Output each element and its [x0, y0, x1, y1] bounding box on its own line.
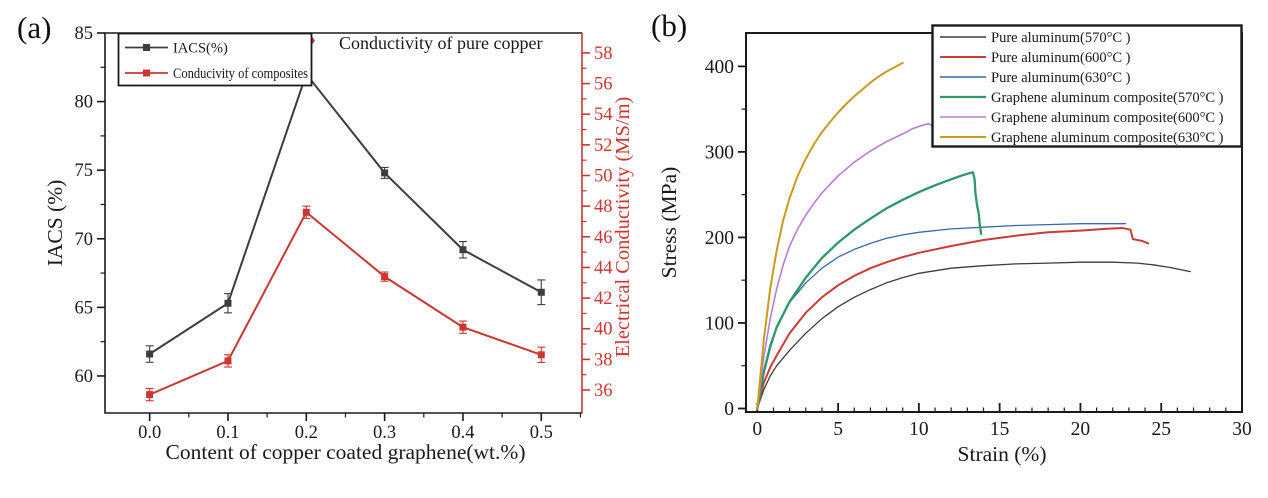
- y-right-axis-title: Electrical Conductivity (MS/m): [612, 97, 634, 358]
- data-point-marker: [537, 351, 545, 359]
- y-right-tick-label: 46: [594, 228, 613, 248]
- x-tick-label: 30: [1232, 419, 1252, 440]
- y-right-tick-label: 48: [594, 197, 613, 217]
- x-tick-label: 0.3: [373, 423, 396, 443]
- curve-2: [756, 223, 1127, 410]
- y-tick-label: 300: [705, 142, 734, 163]
- legend-label: IACS(%): [173, 41, 228, 57]
- data-point-marker: [459, 323, 467, 331]
- x-tick-label: 0: [752, 419, 762, 440]
- plot-frame: [104, 32, 582, 414]
- y-left-axis-title: IACS (%): [43, 180, 67, 267]
- y-right-axis: 36 38 40 42 44 46 48 50 52 54 56 58 Electrical Condu…: [582, 44, 634, 401]
- y-left-tick-label: 85: [75, 24, 94, 44]
- curve-5: [756, 61, 904, 410]
- data-point-marker: [146, 391, 154, 399]
- series-composite-conductivity: [145, 205, 546, 402]
- curve-0: [756, 261, 1191, 410]
- x-tick-label: 15: [990, 419, 1010, 440]
- x-tick-label: 10: [909, 419, 929, 440]
- x-tick-label: 20: [1071, 419, 1091, 440]
- series-iacs: [145, 66, 546, 363]
- x-tick-label: 0.4: [451, 423, 474, 443]
- y-right-tick-label: 50: [594, 167, 613, 187]
- y-tick-label: 400: [705, 57, 734, 78]
- y-right-tick-label: 58: [594, 44, 613, 64]
- data-point-marker: [146, 350, 154, 358]
- y-right-tick-label: 44: [594, 258, 613, 278]
- data-point-marker: [381, 273, 389, 281]
- x-tick-label: 0.5: [530, 423, 553, 443]
- curve-3: [756, 171, 983, 410]
- series-line: [149, 72, 542, 355]
- data-point-marker: [537, 288, 545, 296]
- y-right-tick-label: 36: [594, 381, 613, 401]
- panel-a-label: (a): [17, 10, 52, 45]
- legend-label: Pure aluminum(600°C ): [991, 50, 1131, 66]
- x-tick-label: 0.0: [138, 423, 161, 443]
- data-point-marker: [224, 299, 232, 307]
- y-axis: 0 100 200 300 400 Stress (MPa): [657, 57, 746, 420]
- y-left-axis: 60 65 70 75 80 85 IACS (%): [43, 24, 105, 387]
- y-left-tick-label: 80: [75, 93, 94, 113]
- panel-b-label: (b): [651, 8, 688, 43]
- legend-b: Pure aluminum(570°C ) Pure aluminum(600°C…: [931, 24, 1243, 148]
- pure-copper-annotation: Conductivity of pure copper: [339, 33, 542, 53]
- y-right-tick-label: 56: [594, 75, 613, 95]
- legend-label: Conducivity of composites: [173, 66, 308, 82]
- legend-label: Graphene aluminum composite(570°C ): [991, 90, 1224, 106]
- x-axis-title: Content of copper coated graphene(wt.%): [166, 440, 526, 464]
- y-right-tick-label: 54: [594, 105, 613, 125]
- y-right-tick-label: 42: [594, 289, 613, 309]
- y-right-tick-label: 40: [594, 320, 613, 340]
- curve-1: [756, 227, 1150, 410]
- chart-b-stress-strain: 0 5 10 15 20 25 30 Strain (%) 0 100 200 300 400 Stres…: [657, 24, 1252, 466]
- curve-4: [756, 122, 938, 410]
- data-point-marker: [224, 357, 232, 365]
- legend-label: Graphene aluminum composite(630°C ): [991, 130, 1224, 146]
- y-left-tick-label: 75: [75, 161, 94, 181]
- x-tick-label: 0.1: [216, 423, 239, 443]
- series-line: [149, 210, 542, 396]
- y-axis-title: Stress (MPa): [657, 167, 681, 279]
- chart-a-conductivity: 60 65 70 75 80 85 IACS (%) 36 38 40 42 44 46 48 50 52 54…: [43, 24, 634, 464]
- legend-a: IACS(%) Conducivity of composites: [117, 32, 313, 87]
- legend-label: Pure aluminum(570°C ): [991, 30, 1131, 46]
- legend-label: Graphene aluminum composite(600°C ): [991, 110, 1224, 126]
- y-left-tick-label: 65: [75, 298, 94, 318]
- legend-label: Pure aluminum(630°C ): [991, 70, 1131, 86]
- y-tick-label: 0: [724, 399, 734, 420]
- x-axis: 0 5 10 15 20 25 30 Strain (%): [752, 403, 1252, 466]
- y-right-tick-label: 38: [594, 350, 613, 370]
- x-tick-label: 0.2: [295, 423, 318, 443]
- legend-marker-sample: [143, 69, 150, 77]
- legend-marker-sample: [143, 44, 150, 51]
- x-tick-label: 25: [1151, 419, 1171, 440]
- legend-box: [117, 32, 313, 87]
- data-point-marker: [381, 169, 389, 177]
- y-left-tick-label: 70: [75, 230, 94, 250]
- y-tick-label: 100: [705, 313, 734, 334]
- y-right-tick-label: 52: [594, 136, 613, 156]
- data-point-marker: [459, 246, 467, 254]
- x-tick-label: 5: [833, 419, 843, 440]
- data-point-marker: [302, 208, 310, 216]
- legend-box: [931, 24, 1243, 148]
- y-left-tick-label: 60: [75, 367, 94, 387]
- y-tick-label: 200: [705, 228, 734, 249]
- x-axis-title: Strain (%): [958, 442, 1047, 466]
